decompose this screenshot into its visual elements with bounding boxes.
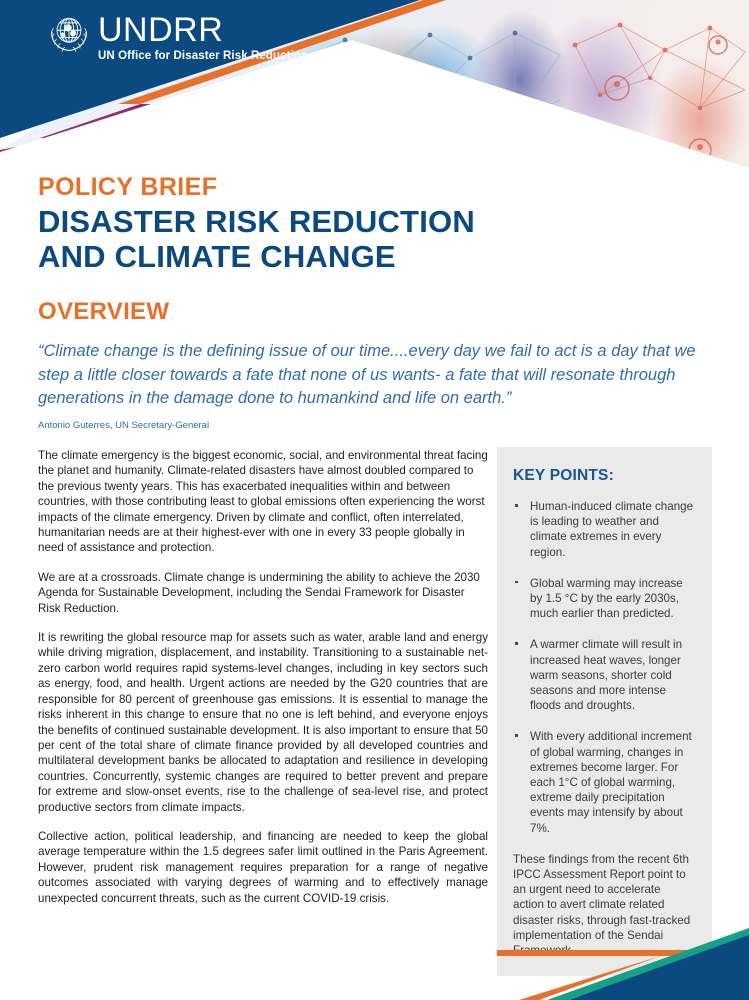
brand-subtitle: UN Office for Disaster Risk Reduction — [98, 50, 309, 62]
un-emblem-icon — [50, 17, 88, 52]
title-block: POLICY BRIEF DISASTER RISK REDUCTION AND… — [38, 172, 508, 326]
page-title-line1: DISASTER RISK REDUCTION — [38, 204, 475, 239]
key-point-item: Human-induced climate change is leading … — [513, 499, 694, 560]
page-title-line2: AND CLIMATE CHANGE — [38, 239, 396, 274]
bullet-icon — [515, 580, 518, 584]
key-points-list: Human-induced climate change is leading … — [513, 499, 694, 836]
overview-paragraph: Collective action, political leadership,… — [38, 829, 488, 905]
bullet-icon — [515, 642, 518, 645]
key-point-item: Global warming may increase by 1.5 °C by… — [513, 576, 694, 622]
document-kicker: POLICY BRIEF — [38, 173, 218, 201]
overview-paragraph: We are at a crossroads. Climate change i… — [38, 570, 480, 615]
bullet-icon — [515, 734, 518, 737]
key-points-bottom-rule — [497, 950, 712, 956]
overview-body: The climate emergency is the biggest eco… — [38, 448, 488, 920]
key-point-item: A warmer climate will result in increase… — [513, 637, 694, 713]
key-point-text: With every additional increment of globa… — [530, 730, 692, 835]
pull-quote: “Climate change is the defining issue of… — [38, 340, 716, 431]
key-point-item: With every additional increment of globa… — [513, 729, 694, 835]
brand-name: UNDRR — [98, 11, 224, 49]
key-points-title: KEY POINTS: — [513, 467, 614, 484]
quote-attribution: Antonio Guterres, UN Secretary-General — [38, 419, 210, 431]
overview-paragraph: The climate emergency is the biggest eco… — [38, 449, 488, 555]
overview-paragraph: It is rewriting the global resource map … — [38, 631, 488, 814]
footer-navy-wedge — [569, 933, 749, 1000]
page-header-banner: UNDRR UN Office for Disaster Risk Reduct… — [0, 0, 749, 168]
section-heading-overview: OVERVIEW — [38, 298, 170, 325]
page-title: DISASTER RISK REDUCTION AND CLIMATE CHAN… — [38, 204, 508, 274]
key-point-text: A warmer climate will result in increase… — [530, 638, 683, 713]
key-points-box: KEY POINTS: Human-induced climate change… — [497, 447, 712, 977]
key-point-text: Human-induced climate change is leading … — [530, 500, 694, 559]
undrr-logo: UNDRR UN Office for Disaster Risk Reduct… — [46, 10, 308, 62]
page-footer-decoration — [519, 928, 749, 1000]
bullet-icon — [515, 504, 518, 507]
quote-text: “Climate change is the defining issue of… — [38, 342, 696, 407]
key-point-text: Global warming may increase by 1.5 °C by… — [530, 576, 683, 621]
